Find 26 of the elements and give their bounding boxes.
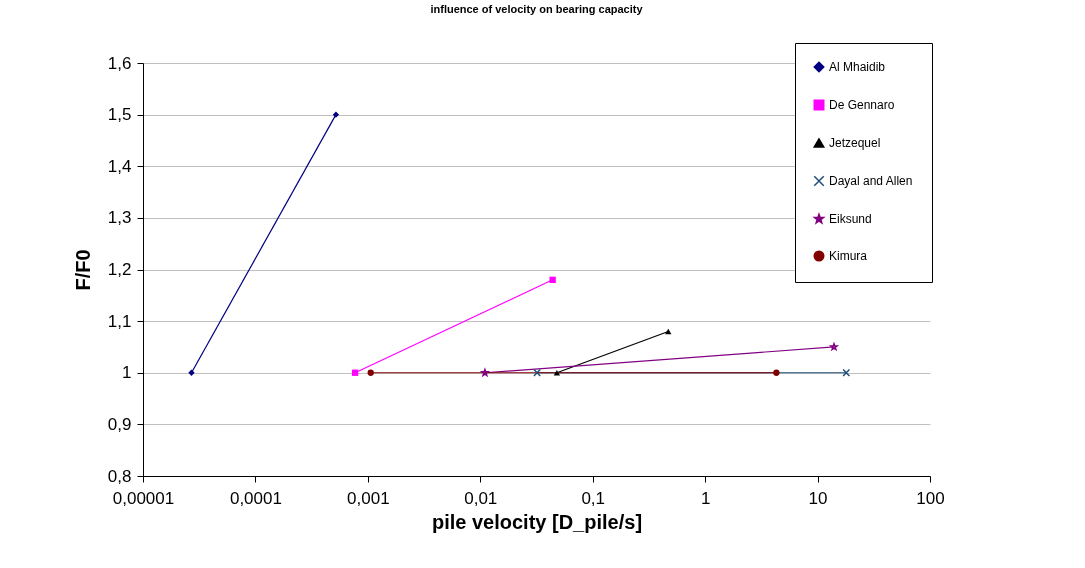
x-tick-label: 10 bbox=[808, 488, 828, 508]
legend-label: Kimura bbox=[829, 249, 868, 263]
legend-label: Eiksund bbox=[829, 212, 872, 226]
y-tick-label: 1,6 bbox=[107, 53, 132, 73]
x-tick-label: 0,00001 bbox=[112, 488, 175, 508]
x-tick-label: 0,001 bbox=[347, 488, 390, 508]
y-tick-label: 1,1 bbox=[107, 311, 132, 331]
legend-label: Al Mhaidib bbox=[829, 60, 886, 74]
legend-label: Jetzequel bbox=[829, 136, 881, 150]
legend-label: Dayal and Allen bbox=[829, 174, 913, 188]
x-tick-label: 100 bbox=[916, 488, 945, 508]
y-tick-label: 1,3 bbox=[107, 208, 132, 228]
y-tick-label: 1,5 bbox=[107, 105, 132, 125]
y-tick-label: 1,2 bbox=[107, 260, 132, 279]
x-tick-label: 0,0001 bbox=[229, 488, 282, 508]
y-tick-label: 1,4 bbox=[107, 156, 132, 176]
x-tick-label: 0,01 bbox=[464, 488, 498, 508]
x-tick-label: 1 bbox=[700, 488, 711, 508]
y-tick-label: 0,9 bbox=[107, 414, 132, 434]
x-tick-label: 0,1 bbox=[581, 488, 606, 508]
legend-label: De Gennaro bbox=[829, 98, 895, 112]
y-tick-label: 0,8 bbox=[107, 466, 132, 486]
chart-title: influence of velocity on bearing capacity bbox=[430, 2, 644, 15]
y-axis-title: F/F0 bbox=[71, 249, 94, 291]
x-axis-title: pile velocity [D_pile/s] bbox=[431, 510, 643, 533]
y-tick-label: 1 bbox=[122, 363, 132, 383]
